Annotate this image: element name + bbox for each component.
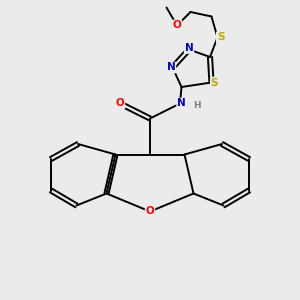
Text: O: O: [172, 20, 182, 31]
Text: N: N: [177, 98, 186, 109]
Text: S: S: [217, 32, 224, 43]
Text: N: N: [167, 62, 176, 73]
Text: H: H: [193, 100, 200, 109]
Text: N: N: [184, 43, 194, 53]
Text: S: S: [211, 77, 218, 88]
Text: O: O: [146, 206, 154, 217]
Text: O: O: [116, 98, 124, 109]
